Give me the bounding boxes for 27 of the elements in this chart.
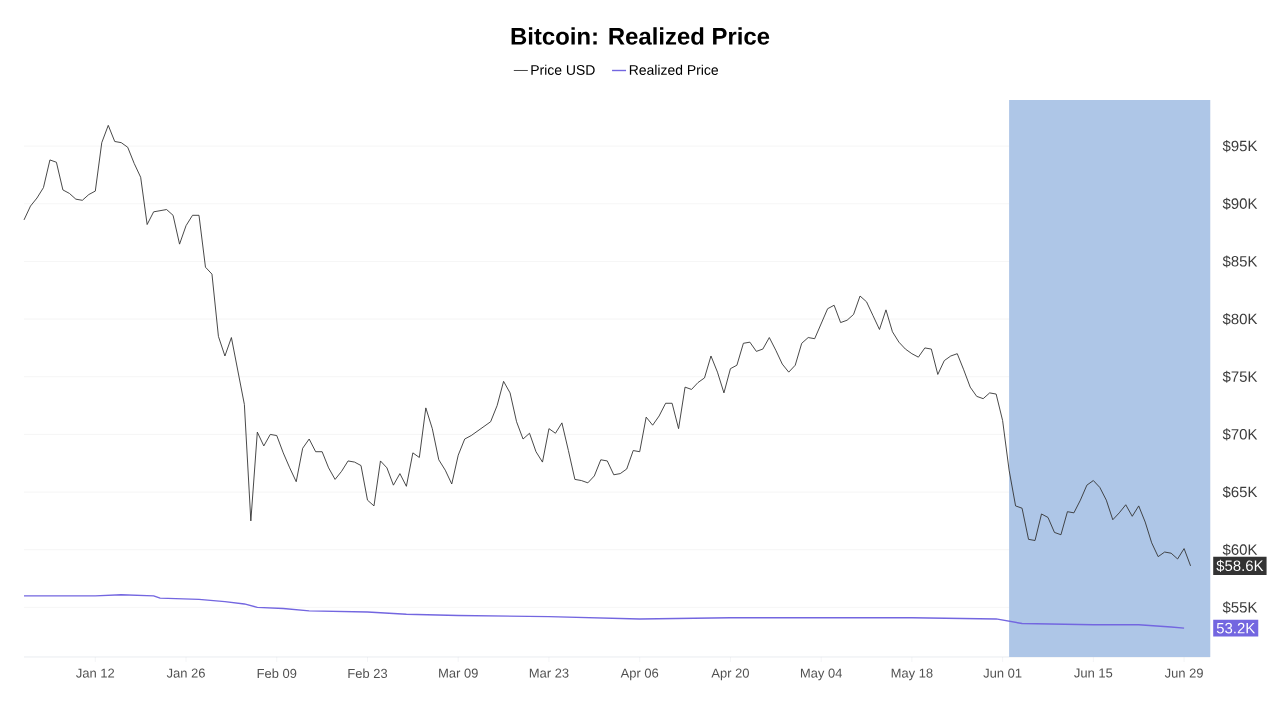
x-tick-label: Jun 15 (1074, 668, 1113, 678)
x-tick-label: Jun 01 (983, 668, 1022, 678)
y-tick-label: $60K (1222, 543, 1258, 556)
x-tick-label: May 18 (891, 668, 933, 681)
y-tick-label: $55K (1222, 601, 1258, 614)
x-tick-label: Jun 29 (1164, 668, 1203, 678)
x-tick-label: Mar 23 (529, 668, 569, 678)
x-tick-label: Feb 23 (348, 668, 388, 679)
text: $58.6K (1216, 559, 1264, 572)
text: 53.2K (1216, 622, 1256, 634)
y-tick-label: $85K (1222, 255, 1258, 268)
x-tick-label: Apr 20 (711, 668, 749, 681)
chart-title: Bitcoin: Realized Price (511, 27, 770, 45)
legend-label: Price USD (531, 64, 595, 75)
x-tick-label: Jan 26 (166, 668, 205, 678)
x-tick-label: Feb 09 (257, 668, 297, 679)
x-tick-label: Mar 09 (439, 668, 478, 678)
y-tick-label: $75K (1222, 370, 1258, 383)
y-tick-label: $90K (1222, 197, 1258, 210)
legend-label: Realized Price (629, 64, 719, 75)
y-tick-label: $80K (1222, 313, 1258, 326)
y-tick-label: $95K (1222, 140, 1258, 153)
x-tick-label: Apr 06 (620, 668, 659, 681)
x-tick-label: Jan 12 (76, 668, 115, 678)
y-tick-label: $65K (1222, 486, 1258, 499)
y-tick-label: $70K (1222, 428, 1258, 441)
x-tick-label: May 04 (800, 668, 842, 681)
